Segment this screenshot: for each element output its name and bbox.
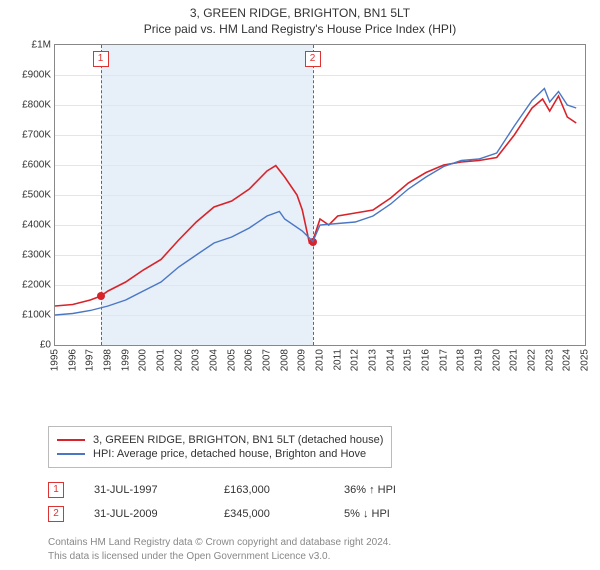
legend-item: HPI: Average price, detached house, Brig… (57, 447, 383, 461)
xtick-label: 2006 (244, 349, 255, 371)
series-lines (55, 45, 585, 345)
events-table: 1 31-JUL-1997 £163,000 36% ↑ HPI 2 31-JUL-200… (48, 478, 580, 526)
xtick-label: 2015 (403, 349, 414, 371)
xtick-label: 1995 (50, 349, 61, 371)
xtick-label: 1996 (67, 349, 78, 371)
title-address: 3, GREEN RIDGE, BRIGHTON, BN1 5LT (0, 6, 600, 20)
event-row: 1 31-JUL-1997 £163,000 36% ↑ HPI (48, 478, 580, 502)
ytick-label: £700K (22, 130, 51, 141)
xtick-label: 2001 (156, 349, 167, 371)
event-date: 31-JUL-1997 (94, 484, 194, 496)
xtick-label: 2008 (279, 349, 290, 371)
xtick-label: 2013 (368, 349, 379, 371)
xtick-label: 2010 (315, 349, 326, 371)
xtick-label: 2012 (350, 349, 361, 371)
legend-label: 3, GREEN RIDGE, BRIGHTON, BN1 5LT (detac… (93, 434, 383, 446)
xtick-label: 2018 (456, 349, 467, 371)
legend-label: HPI: Average price, detached house, Brig… (93, 448, 366, 460)
ytick-label: £300K (22, 250, 51, 261)
series-line (55, 96, 576, 306)
event-price: £163,000 (224, 484, 314, 496)
xtick-label: 2017 (438, 349, 449, 371)
xtick-label: 2005 (226, 349, 237, 371)
xtick-label: 1997 (85, 349, 96, 371)
event-delta: 36% ↑ HPI (344, 484, 396, 496)
xtick-label: 2002 (173, 349, 184, 371)
xtick-label: 2014 (385, 349, 396, 371)
ytick-label: £1M (32, 40, 51, 51)
xtick-label: 2009 (297, 349, 308, 371)
xtick-label: 2022 (527, 349, 538, 371)
ytick-label: £600K (22, 160, 51, 171)
ytick-label: £100K (22, 310, 51, 321)
legend-swatch (57, 439, 85, 441)
ytick-label: £900K (22, 70, 51, 81)
xtick-label: 2021 (509, 349, 520, 371)
xtick-label: 2024 (562, 349, 573, 371)
xtick-label: 2019 (474, 349, 485, 371)
series-line (55, 89, 576, 316)
legend-item: 3, GREEN RIDGE, BRIGHTON, BN1 5LT (detac… (57, 433, 383, 447)
legend-swatch (57, 453, 85, 455)
xtick-label: 2023 (544, 349, 555, 371)
event-date: 31-JUL-2009 (94, 508, 194, 520)
ytick-label: £500K (22, 190, 51, 201)
legend: 3, GREEN RIDGE, BRIGHTON, BN1 5LT (detac… (48, 426, 392, 468)
xtick-label: 2000 (138, 349, 149, 371)
event-row: 2 31-JUL-2009 £345,000 5% ↓ HPI (48, 502, 580, 526)
xtick-label: 2025 (580, 349, 591, 371)
xtick-label: 2003 (191, 349, 202, 371)
event-price: £345,000 (224, 508, 314, 520)
title-subtitle: Price paid vs. HM Land Registry's House … (0, 22, 600, 36)
xtick-label: 2007 (262, 349, 273, 371)
xtick-label: 2016 (421, 349, 432, 371)
xtick-label: 1999 (120, 349, 131, 371)
event-badge: 1 (48, 482, 64, 498)
xtick-label: 2004 (209, 349, 220, 371)
xtick-label: 1998 (103, 349, 114, 371)
ytick-label: £800K (22, 100, 51, 111)
footer-line-1: Contains HM Land Registry data © Crown c… (48, 536, 580, 550)
chart: £0£100K£200K£300K£400K£500K£600K£700K£80… (10, 44, 590, 384)
chart-titles: 3, GREEN RIDGE, BRIGHTON, BN1 5LT Price … (0, 0, 600, 36)
event-badge: 2 (48, 506, 64, 522)
xtick-label: 2011 (332, 349, 343, 371)
ytick-label: £200K (22, 280, 51, 291)
event-delta: 5% ↓ HPI (344, 508, 390, 520)
xtick-label: 2020 (491, 349, 502, 371)
plot-area: £0£100K£200K£300K£400K£500K£600K£700K£80… (54, 44, 586, 346)
ytick-label: £400K (22, 220, 51, 231)
footer-line-2: This data is licensed under the Open Gov… (48, 550, 580, 564)
